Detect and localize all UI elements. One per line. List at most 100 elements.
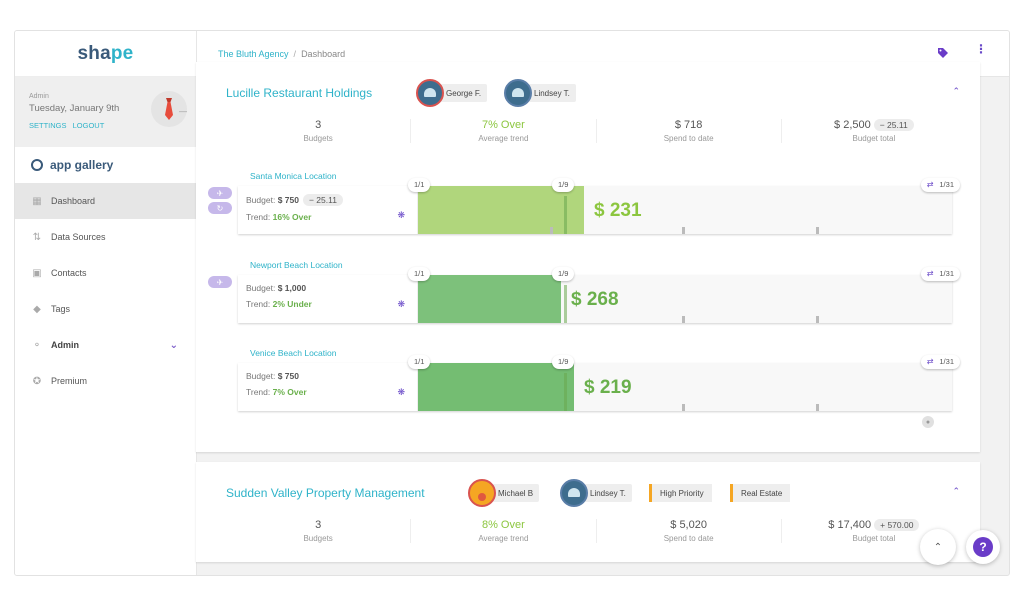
trend-value: 16% Over [272,212,312,222]
airplane-button[interactable]: ✈ [208,276,232,288]
sidebar-item-tags[interactable]: ◆ Tags [15,291,196,327]
sidebar-item-label: Dashboard [51,196,96,206]
stat-label: Spend to date [663,534,714,543]
logout-link[interactable]: LOGOUT [72,121,105,130]
person-avatar [504,79,532,107]
spend-bar[interactable]: $ 231 1/1 1/9 ⇄ 1/31 [408,178,960,234]
location-row: Budget: $ 1,000 Trend: 2% Under ❋ $ 268 … [238,267,960,323]
app-gallery-icon [31,159,43,171]
period-start: 1/1 [408,355,431,369]
stat-budgets: 3 Budgets [226,119,412,143]
period-end[interactable]: ⇄ 1/31 [920,267,960,281]
stat-spend: $ 5,020 Spend to date [597,519,782,543]
logo[interactable]: sha pe [15,31,196,77]
person-chip[interactable]: Lindsey T. [560,479,632,507]
app-gallery-link[interactable]: app gallery [15,147,196,183]
gear-icon[interactable]: ❋ [397,387,405,397]
stat-value: 3 [315,119,322,131]
stat-label: Spend to date [663,134,714,143]
gear-icon[interactable]: ❋ [397,299,405,309]
breadcrumb-agency[interactable]: The Bluth Agency [218,48,289,59]
logo-text-b: pe [110,42,134,64]
tick [682,404,685,411]
trend-label: Trend: [246,212,271,222]
stat-value: $ 2,500 [834,119,871,131]
avatar-caret-icon[interactable]: — [179,107,187,116]
scroll-top-button[interactable]: ⌃ [920,529,956,565]
stat-spend: $ 718 Spend to date [597,119,782,143]
sidebar-item-label: Tags [51,304,71,314]
sidebar-item-dashboard[interactable]: ▦ Dashboard [15,183,196,219]
person-chip[interactable]: George F. [416,79,488,107]
trend-label: Trend: [246,299,271,309]
budget-label: Budget: [246,371,276,381]
person-avatar [416,79,444,107]
sidebar-item-label: Premium [51,376,88,386]
trend-label: Trend: [246,387,271,397]
location-title[interactable]: Newport Beach Location [250,260,343,270]
person-chip[interactable]: Michael B [468,479,540,507]
person-chip[interactable]: Lindsey T. [504,79,576,107]
chevron-up-icon[interactable]: ⌃ [952,486,960,496]
stat-value: $ 718 [674,119,703,131]
help-button[interactable]: ? [966,530,1000,564]
tick [816,404,819,411]
gear-icon[interactable]: ❋ [397,210,405,220]
sidebar-item-admin[interactable]: ⚬ Admin ⌄ [15,327,196,363]
airplane-button[interactable]: ✈ [208,187,232,199]
client-title[interactable]: Sudden Valley Property Management [226,486,425,500]
trend-value: 7% Over [272,387,307,397]
stat-value: 7% Over [481,119,525,131]
tie-icon [165,98,173,120]
sidebar-item-data-sources[interactable]: ⇅ Data Sources [15,219,196,255]
budget-value: $ 750 [277,195,299,205]
period-end[interactable]: ⇄ 1/31 [920,178,960,192]
location-title[interactable]: Santa Monica Location [250,171,337,181]
period-end[interactable]: ⇄ 1/31 [920,355,960,369]
client-title[interactable]: Lucille Restaurant Holdings [226,86,373,100]
breadcrumb-separator: / [293,48,297,59]
contacts-icon: ▣ [32,267,42,279]
tick [682,316,685,323]
location-info: Budget: $ 750 Trend: 7% Over ❋ [238,363,418,411]
trend-value: 2% Under [272,299,312,309]
sidebar-item-contacts[interactable]: ▣ Contacts [15,255,196,291]
sidebar-item-premium[interactable]: ✪ Premium [15,363,196,399]
chevron-down-icon[interactable]: ⌄ [169,339,178,351]
more-vert-icon[interactable]: ⋮ [975,42,987,56]
avatar[interactable] [151,91,187,127]
chevron-up-icon[interactable]: ⌃ [952,86,960,96]
tick [816,227,819,234]
spend-amount: $ 219 [584,377,632,398]
person-avatar [560,479,588,507]
tag-icon[interactable] [937,47,949,61]
grid-icon: ▦ [32,195,42,207]
stat-total: $ 2,500− 25.11 Budget total [782,119,966,143]
sidebar-item-label: Contacts [51,268,87,278]
tag-chip[interactable]: Real Estate [730,484,791,502]
settings-link[interactable]: SETTINGS [29,121,67,130]
period-start: 1/1 [408,178,431,192]
sidebar-item-label: Admin [51,340,79,350]
stat-budgets: 3 Budgets [226,519,412,543]
logo-text-a: sha [77,42,111,64]
location-title[interactable]: Venice Beach Location [250,348,337,358]
person-avatar [468,479,496,507]
stat-label: Budgets [303,534,333,543]
sync-button[interactable]: ↻ [208,202,232,214]
stat-value: 3 [315,519,322,531]
spend-bar[interactable]: $ 219 1/1 1/9 ⇄ 1/31 [408,355,960,411]
location-row: Budget: $ 750 Trend: 7% Over ❋ $ 219 1/1… [238,355,960,411]
stats-row: 3 Budgets 8% Over Average trend $ 5,020 … [226,519,966,543]
spend-bar[interactable]: $ 268 1/1 1/9 ⇄ 1/31 [408,267,960,323]
budget-value: $ 1,000 [277,283,307,293]
bell-icon[interactable]: ● [922,416,934,428]
today-marker [564,196,567,234]
period-mid: 1/9 [552,355,575,369]
help-icon: ? [973,537,993,557]
spend-bar-fill [418,186,584,234]
period-start: 1/1 [408,267,431,281]
spend-amount: $ 268 [571,289,619,310]
tag-chip[interactable]: High Priority [649,484,712,502]
stat-label: Average trend [478,534,529,543]
